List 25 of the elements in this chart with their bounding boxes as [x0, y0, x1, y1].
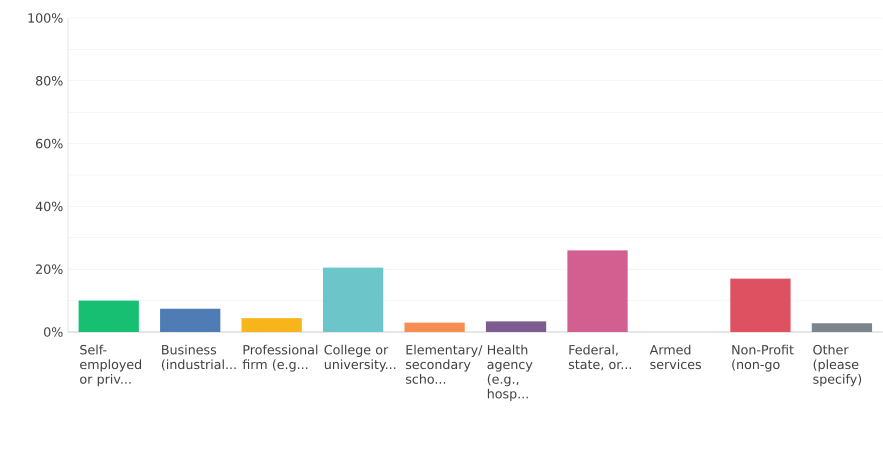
y-tick-label: 20%: [36, 264, 63, 274]
x-tick-label: Federal, state, or...: [568, 344, 632, 370]
x-tick-label: Self-employed or priv...: [80, 344, 142, 386]
bar: [812, 323, 872, 332]
x-tick-label: Other (please specify): [813, 344, 862, 386]
bar: [730, 278, 791, 332]
y-tick-label: 60%: [36, 138, 63, 148]
x-tick-label: Professional firm (e.g...: [242, 344, 318, 372]
x-tick-label: Armed services: [650, 344, 702, 370]
x-tick-label: Elementary/secondary scho...: [406, 344, 482, 384]
x-tick-label: College or university...: [324, 344, 396, 372]
bar: [486, 321, 546, 332]
y-tick-label: 80%: [36, 76, 63, 86]
x-tick-label: Health agency (e.g., hosp...: [487, 344, 532, 401]
y-tick-label: 0%: [44, 327, 63, 337]
x-tick-label: Non-Profit (non-go: [732, 344, 794, 372]
x-tick-label: Business (industrial...: [162, 344, 236, 371]
bar: [322, 268, 384, 332]
bar: [78, 300, 139, 332]
bar: [160, 308, 220, 332]
bar: [567, 250, 628, 332]
bar: [242, 318, 302, 332]
y-tick-label: 40%: [36, 202, 63, 212]
bar: [404, 322, 465, 332]
y-tick-label: 100%: [28, 13, 63, 23]
